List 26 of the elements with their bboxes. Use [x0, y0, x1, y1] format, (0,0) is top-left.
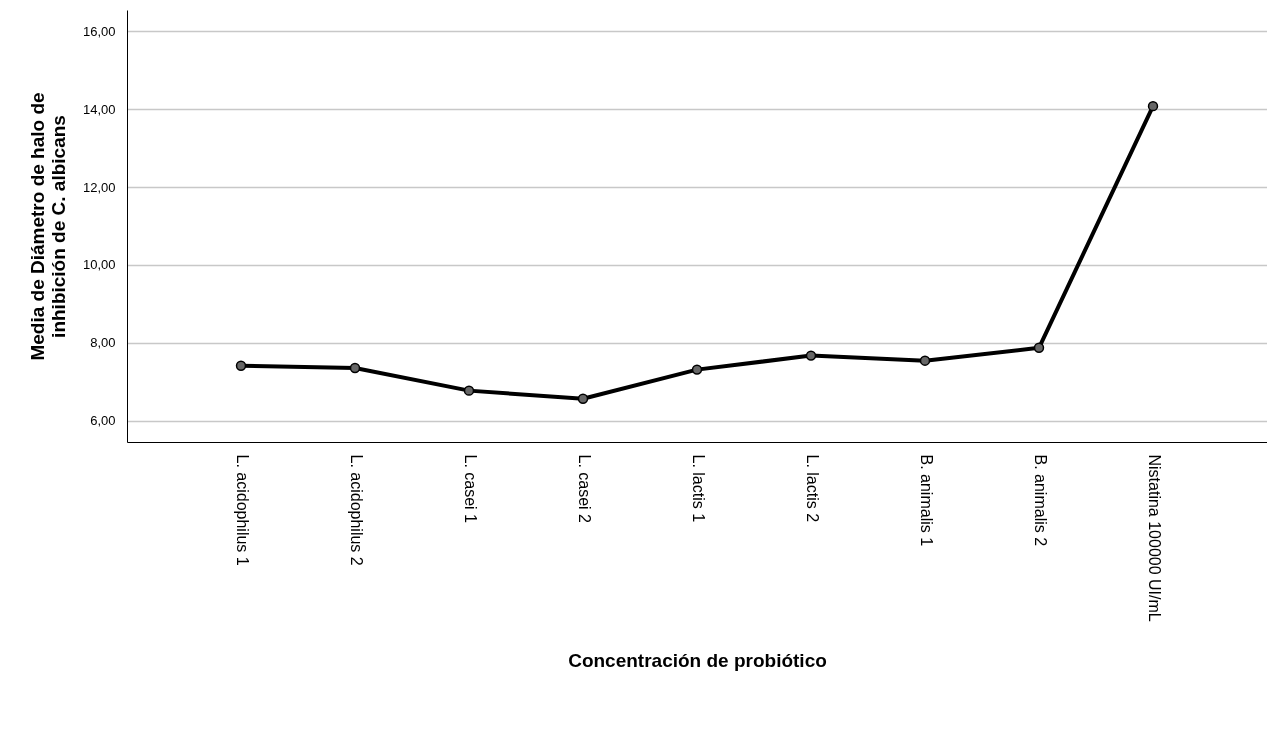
y-tick-label: 10,00	[82, 257, 116, 273]
x-axis-title: Concentración de probiótico	[568, 649, 827, 671]
y-tick-label: 8,00	[90, 335, 116, 351]
point	[805, 350, 817, 361]
x-tick-label: L. acidophilus 1	[233, 454, 251, 566]
x-tick-label: L. acidophilus 2	[347, 454, 365, 566]
y-tick-label: 14,00	[82, 101, 116, 117]
point	[577, 393, 589, 405]
point	[1147, 100, 1159, 112]
x-tick-label: L. lactis 1	[689, 454, 707, 523]
y-tick-label: 16,00	[82, 23, 116, 39]
x-tick-label: B. animalis 1	[917, 454, 935, 547]
point	[463, 385, 475, 396]
point	[235, 360, 247, 371]
x-tick-label: L. casei 2	[575, 454, 593, 524]
x-tick-label: Nistatina 100000 UI/mL	[1145, 454, 1163, 622]
y-tick-label: 6,00	[90, 413, 116, 429]
point	[1033, 342, 1045, 354]
point	[691, 364, 703, 375]
y-axis-title: Media de Diámetro de halo de inhibición de C. albicans	[26, 92, 69, 361]
y-tick-label: 12,00	[82, 179, 116, 195]
point	[349, 362, 361, 374]
x-tick-label: B. animalis 2	[1031, 454, 1049, 547]
x-tick-label: L. casei 1	[461, 454, 479, 524]
x-tick-label: L. lactis 2	[803, 454, 821, 523]
point	[919, 355, 931, 366]
